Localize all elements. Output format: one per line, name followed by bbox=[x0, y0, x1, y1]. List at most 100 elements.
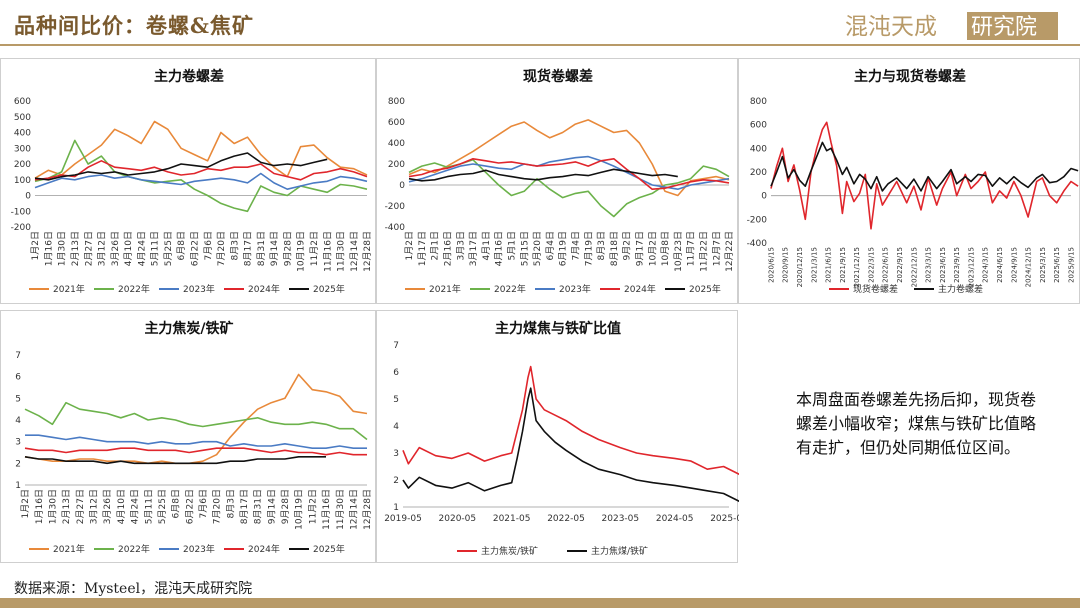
x-tick-label: 11月2日 bbox=[309, 231, 320, 266]
legend-label: 主力焦煤/铁矿 bbox=[591, 545, 648, 557]
x-tick-label: 11月30日 bbox=[335, 489, 346, 530]
series-line bbox=[408, 168, 678, 182]
legend-label: 2022年 bbox=[118, 283, 150, 295]
logo-badge bbox=[967, 12, 1058, 40]
x-tick-label: 3月26日 bbox=[110, 231, 121, 266]
page-title: 品种间比价：卷螺&焦矿 bbox=[14, 13, 254, 38]
x-tick-label: 12月7日 bbox=[711, 231, 722, 266]
y-tick-label: 4 bbox=[393, 422, 399, 432]
legend-label: 2024年 bbox=[248, 543, 280, 555]
x-tick-label: 12月28日 bbox=[362, 489, 373, 530]
series-line bbox=[25, 434, 367, 449]
chart-title: 主力煤焦与铁矿比值 bbox=[495, 320, 621, 337]
x-tick-label: 8月3日 bbox=[596, 231, 607, 260]
x-tick-label: 2019-05 bbox=[384, 514, 422, 524]
y-tick-label: -200 bbox=[747, 215, 768, 225]
x-tick-label: 4月10日 bbox=[123, 231, 134, 266]
legend-label: 主力焦炭/铁矿 bbox=[481, 545, 538, 557]
x-tick-label: 2025/6/15 bbox=[1053, 247, 1061, 283]
x-tick-label: 12月22日 bbox=[724, 231, 735, 272]
x-tick-label: 2025/3/15 bbox=[1039, 247, 1047, 283]
legend-label: 主力卷螺差 bbox=[938, 283, 983, 295]
legend-label: 2024年 bbox=[248, 283, 280, 295]
y-tick-label: 1 bbox=[393, 503, 399, 513]
x-tick-label: 9月2日 bbox=[622, 231, 633, 260]
x-tick-label: 2024/12/15 bbox=[1025, 247, 1033, 287]
x-tick-label: 2020/12/15 bbox=[796, 247, 804, 287]
x-tick-label: 2月27日 bbox=[75, 489, 86, 524]
y-tick-label: 400 bbox=[14, 129, 31, 139]
x-tick-label: 2020/6/15 bbox=[767, 247, 775, 283]
x-tick-label: 3月12日 bbox=[97, 231, 108, 266]
x-tick-label: 11月2日 bbox=[307, 489, 318, 524]
series-line bbox=[24, 373, 368, 465]
c1-svg: 主力卷螺差 -200 -100 0 100 200 300 400 500 600 1月2日 1月16… bbox=[11, 68, 374, 295]
series-line bbox=[408, 119, 730, 197]
y-tick-label: 400 bbox=[750, 144, 767, 154]
y-tick-label: -100 bbox=[11, 207, 32, 217]
y-tick-label: 5 bbox=[393, 395, 399, 405]
x-tick-label: 10月2日 bbox=[647, 231, 658, 266]
x-tick-label: 2022/9/15 bbox=[896, 247, 904, 283]
x-tick-label: 8月3日 bbox=[225, 489, 236, 518]
x-tick-label: 4月10日 bbox=[116, 489, 127, 524]
legend-label: 2023年 bbox=[183, 543, 215, 555]
x-tick-label: 9月14日 bbox=[269, 231, 280, 266]
x-tick-label: 2月13日 bbox=[61, 489, 72, 524]
data-source: 数据来源：Mysteel，混沌天成研究院 bbox=[14, 581, 253, 597]
x-tick-label: 9月17日 bbox=[635, 231, 646, 266]
x-tick-label: 12月14日 bbox=[348, 489, 359, 530]
y-tick-label: 7 bbox=[15, 351, 21, 361]
x-tick-label: 11月16日 bbox=[321, 489, 332, 530]
x-tick-label: 2023/6/15 bbox=[939, 247, 947, 283]
commentary-text: 本周盘面卷螺差先扬后抑，现货卷螺差小幅收窄；煤焦与铁矿比值略有走扩，但仍处同期低… bbox=[796, 390, 1037, 457]
x-tick-label: 4月24日 bbox=[130, 489, 141, 524]
x-tick-label: 5月1日 bbox=[507, 231, 518, 260]
y-tick-label: 600 bbox=[388, 118, 405, 128]
x-tick-label: 2022/3/15 bbox=[867, 247, 875, 283]
x-tick-label: 2月1日 bbox=[430, 231, 441, 260]
legend-label: 2021年 bbox=[53, 283, 85, 295]
y-tick-label: 600 bbox=[14, 97, 31, 107]
legend-label: 2021年 bbox=[429, 283, 461, 295]
x-tick-label: 2025-05 bbox=[710, 514, 739, 524]
y-tick-label: 200 bbox=[14, 160, 31, 170]
x-tick-label: 12月14日 bbox=[349, 231, 360, 272]
y-tick-label: 1 bbox=[15, 481, 21, 491]
x-tick-label: 7月19日 bbox=[583, 231, 594, 266]
legend-label: 2025年 bbox=[313, 283, 345, 295]
y-tick-label: 300 bbox=[14, 144, 31, 154]
y-tick-label: 7 bbox=[393, 341, 399, 351]
y-tick-label: 200 bbox=[388, 160, 405, 170]
chart-title: 主力焦炭/铁矿 bbox=[144, 320, 233, 337]
y-tick-label: 2 bbox=[15, 459, 21, 469]
y-tick-label: 500 bbox=[14, 113, 31, 123]
x-tick-label: 10月8日 bbox=[660, 231, 671, 266]
x-tick-label: 2025/9/15 bbox=[1067, 247, 1075, 283]
x-tick-label: 2023-05 bbox=[602, 514, 640, 524]
series-line bbox=[408, 155, 730, 190]
x-tick-label: 7月4日 bbox=[571, 231, 582, 260]
y-tick-label: 2 bbox=[393, 476, 399, 486]
x-tick-label: 8月31日 bbox=[253, 489, 264, 524]
y-tick-label: 0 bbox=[399, 181, 405, 191]
series-line bbox=[770, 121, 1079, 230]
x-tick-label: 4月16日 bbox=[494, 231, 505, 266]
x-tick-label: 11月7日 bbox=[686, 231, 697, 266]
x-tick-label: 2月16日 bbox=[443, 231, 454, 266]
y-tick-label: -400 bbox=[747, 239, 768, 249]
x-tick-label: 2022/6/15 bbox=[882, 247, 890, 283]
c5-svg: 主力煤焦与铁矿比值 1 2 3 4 5 6 7 2019-05 2020-05 2021-05 202… bbox=[384, 320, 739, 557]
x-tick-label: 2023/3/15 bbox=[925, 247, 933, 283]
x-tick-label: 1月2日 bbox=[404, 231, 415, 260]
legend-label: 2023年 bbox=[183, 283, 215, 295]
y-tick-label: 6 bbox=[393, 368, 399, 378]
series-line bbox=[34, 152, 328, 181]
x-tick-label: 3月17日 bbox=[468, 231, 479, 266]
x-tick-label: 6月22日 bbox=[184, 489, 195, 524]
y-tick-label: 800 bbox=[750, 97, 767, 107]
y-tick-label: 400 bbox=[388, 139, 405, 149]
x-tick-label: 1月16日 bbox=[43, 231, 54, 266]
series-line bbox=[34, 139, 368, 213]
legend-label: 2021年 bbox=[53, 543, 85, 555]
